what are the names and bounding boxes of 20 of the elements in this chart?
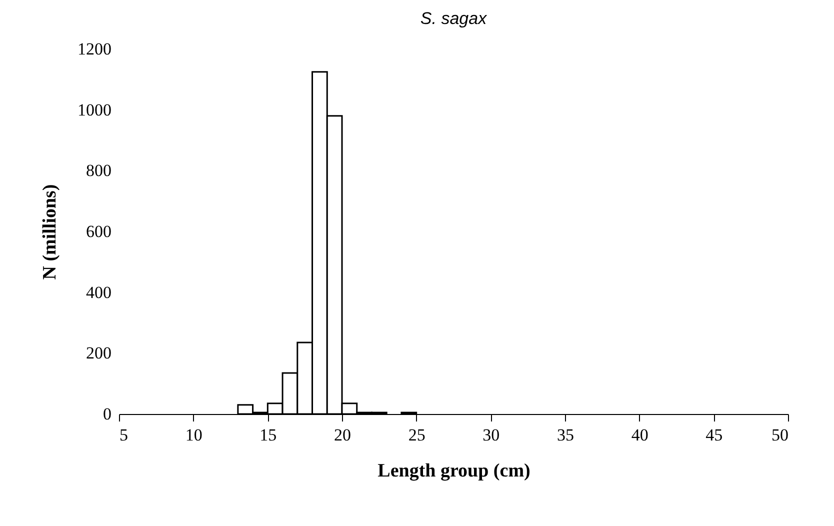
y-tick-label: 0 bbox=[103, 404, 112, 424]
x-tick-label: 5 bbox=[120, 426, 128, 444]
x-tick-label: 45 bbox=[706, 426, 723, 444]
y-tick-label: 600 bbox=[86, 222, 112, 241]
x-tick-label: 10 bbox=[185, 426, 202, 444]
x-tick-label: 15 bbox=[260, 426, 277, 444]
y-tick-label: 1200 bbox=[78, 40, 112, 58]
x-tick-label: 50 bbox=[772, 426, 788, 444]
x-tick-label: 20 bbox=[334, 426, 351, 444]
y-tick-label: 800 bbox=[86, 161, 112, 180]
chart-title: S. sagax bbox=[420, 9, 488, 28]
x-tick-label: 30 bbox=[482, 426, 500, 444]
x-tick-label: 40 bbox=[631, 426, 648, 444]
x-axis-title: Length group (cm) bbox=[378, 460, 530, 482]
y-tick-label: 200 bbox=[86, 344, 112, 363]
y-tick-label: 400 bbox=[86, 282, 112, 302]
y-tick-label: 1000 bbox=[78, 100, 112, 120]
y-axis-title: N (millions) bbox=[40, 184, 60, 280]
x-tick-label: 25 bbox=[408, 426, 426, 444]
x-tick-label: 35 bbox=[557, 426, 574, 444]
